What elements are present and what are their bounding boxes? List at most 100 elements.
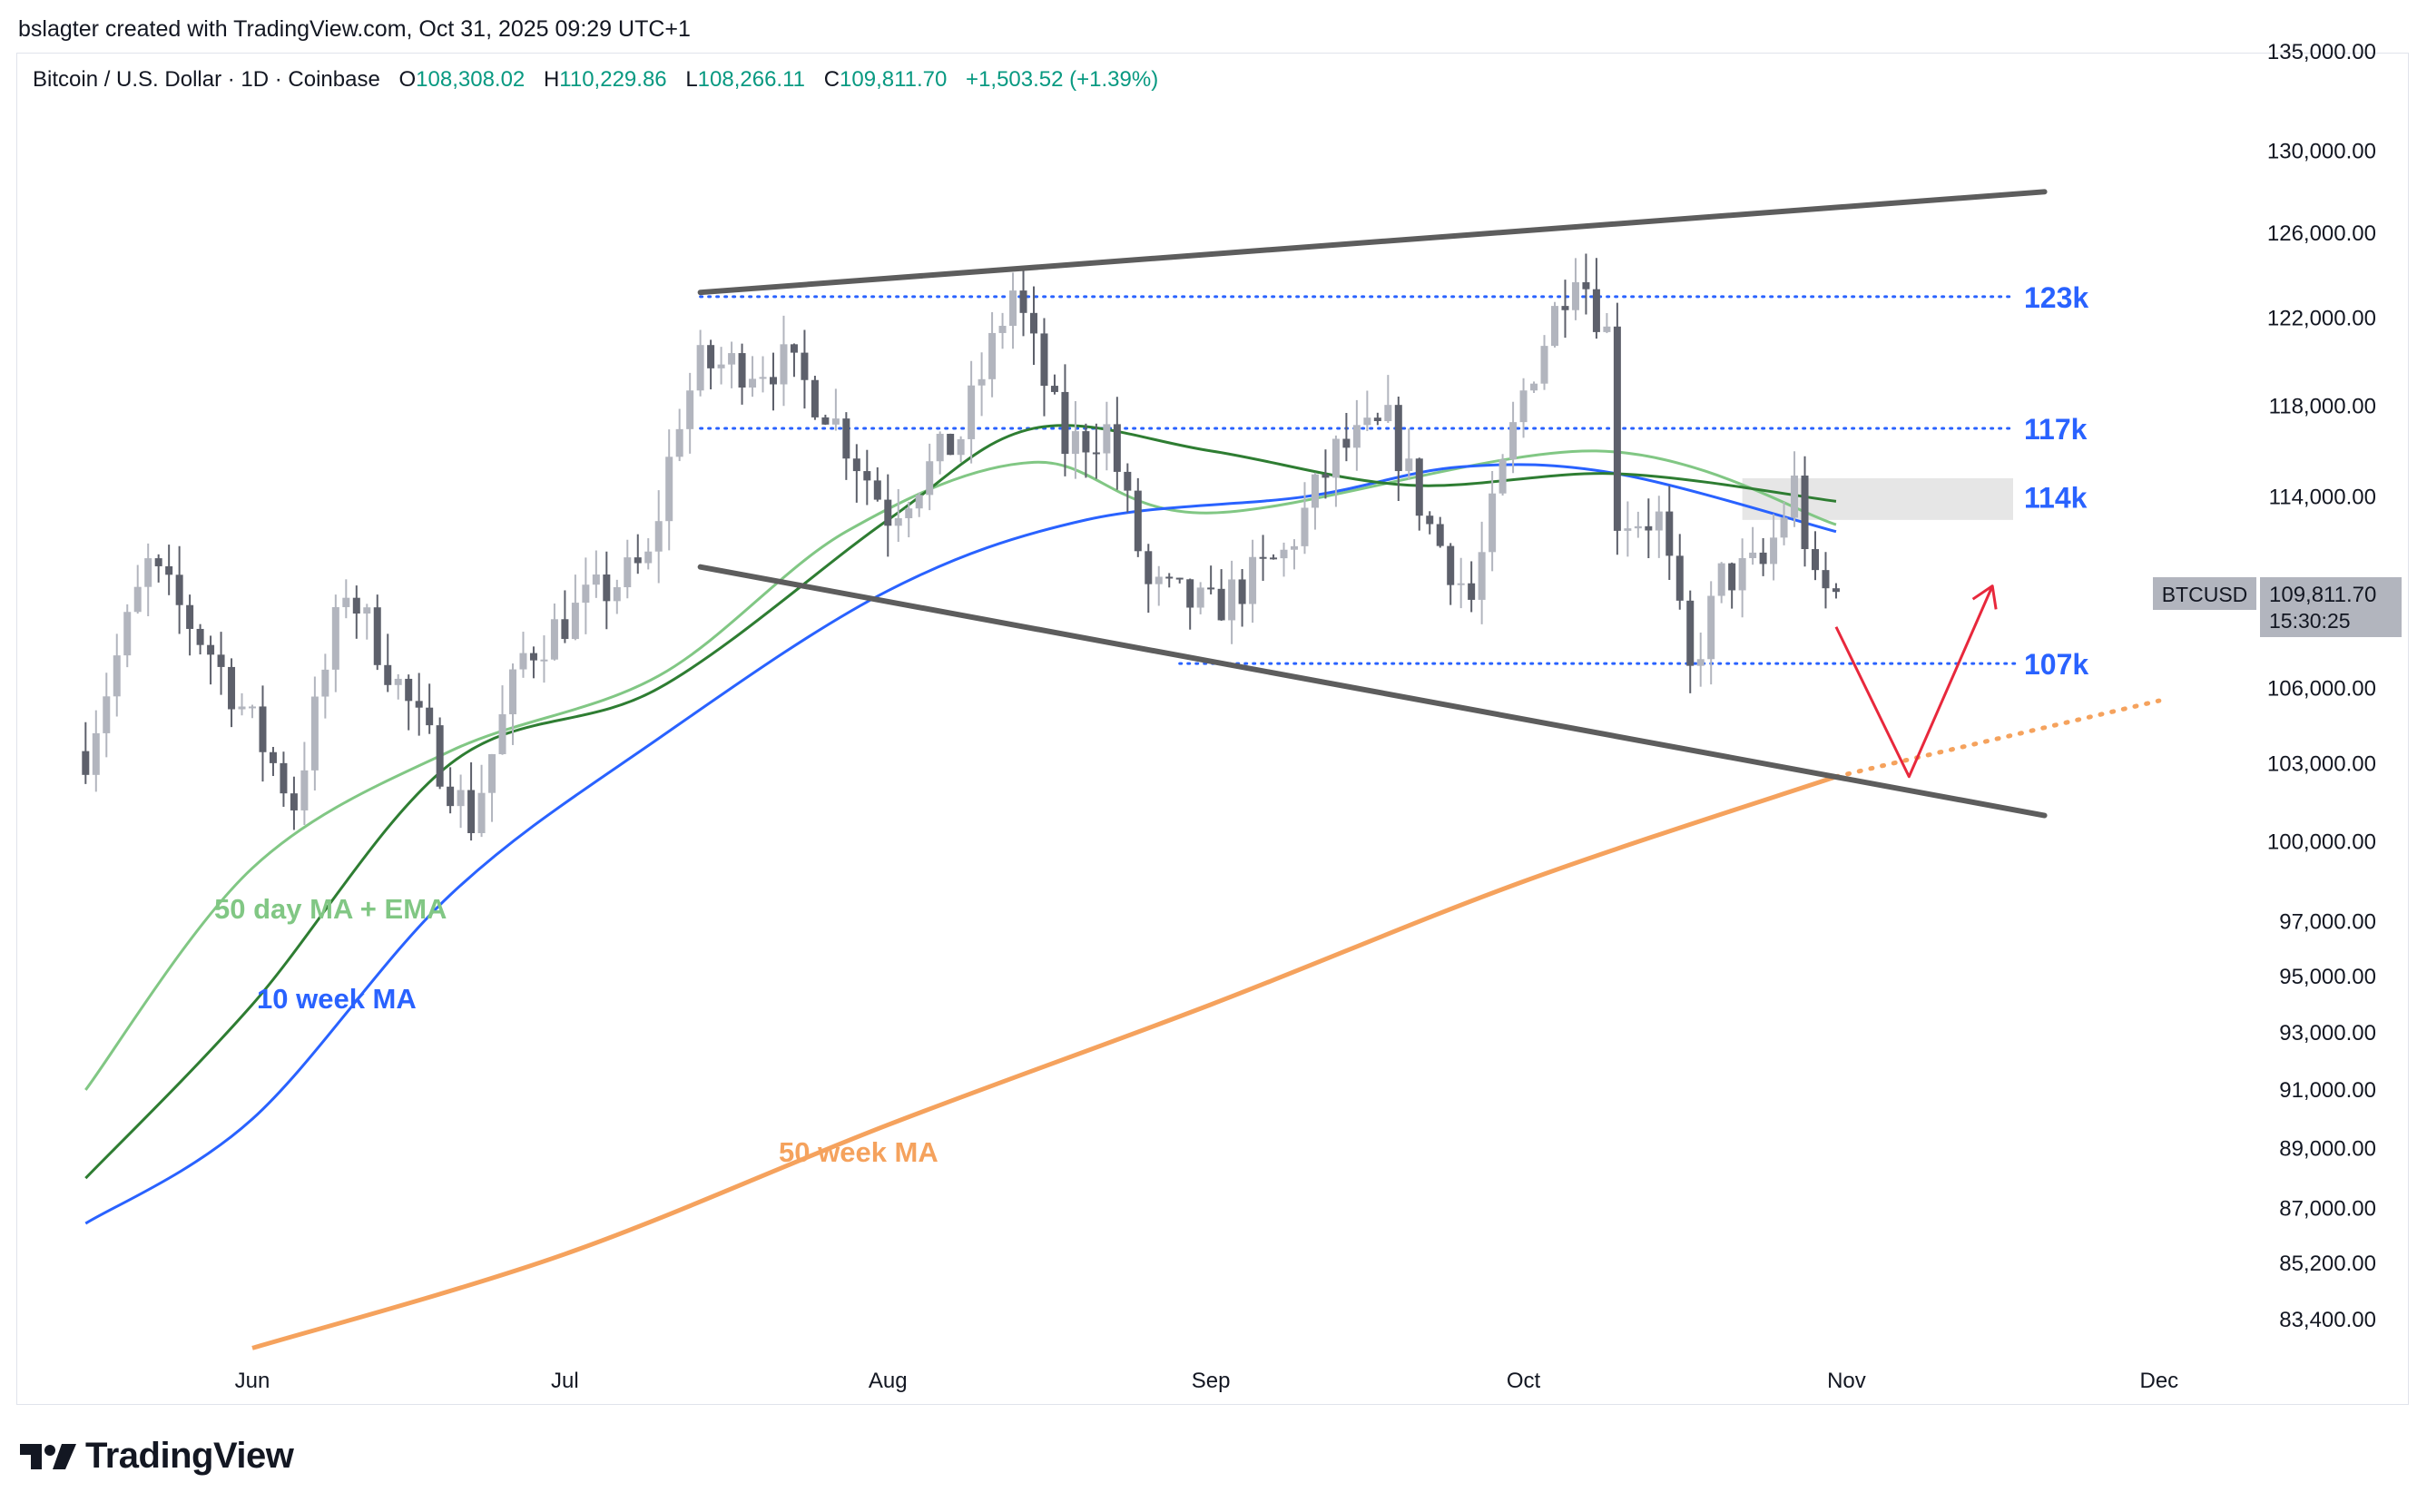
candle-body [447,786,455,807]
chart-frame [16,53,2409,1405]
candle-body [373,607,381,665]
candle-body [363,607,371,614]
symbol-name[interactable]: Bitcoin / U.S. Dollar · 1D · Coinbase [33,67,380,92]
candle-body [133,586,142,613]
candle-body [1655,511,1663,531]
candle-body [175,574,183,605]
candle-body [644,551,653,564]
candle-body [519,653,527,670]
candle-body [207,644,215,655]
candle-body [1259,556,1267,559]
channel-lines[interactable] [697,189,2048,819]
candle-body [1634,525,1642,529]
candle-body [561,619,569,640]
candle-body [1603,326,1611,332]
y-tick-label: 103,000.00 [2267,752,2376,777]
candle-body [1092,452,1100,455]
candle-body [1165,576,1174,579]
projection-arrow [1834,584,1998,779]
level-label-114k: 114k [2024,481,2088,514]
candle-body [988,332,997,379]
candle-body [707,345,715,368]
price-tag-countdown: 15:30:25 [2269,609,2351,633]
candle-body [1342,438,1351,448]
x-tick-label: Nov [1827,1369,1866,1393]
candle-body [852,458,860,472]
open-value: 108,308.02 [416,67,526,92]
candle-body [405,678,413,702]
candle-body [1675,555,1684,601]
series-label: 50 day MA + EMA [214,893,447,925]
x-tick-label: Sep [1192,1369,1231,1393]
candle-body [1759,552,1767,565]
tradingview-wordmark: TradingView [85,1436,294,1476]
candle-body [1801,476,1809,550]
candle-body [1447,545,1455,585]
projection-arrowhead [1971,584,1998,610]
candle-body [1217,588,1225,621]
candle-body [92,732,100,775]
candle-body [1613,326,1621,531]
level-label-123k: 123k [2024,281,2088,314]
candle-body [1582,281,1590,290]
candle-body [728,353,736,365]
y-tick-label: 87,000.00 [2279,1196,2376,1221]
candle-body [1331,438,1340,478]
candle-body [1352,425,1361,448]
candle-body [1436,524,1444,546]
candle-body [968,385,976,439]
candle-body [238,706,246,710]
candle-body [1009,290,1017,327]
candle-body [582,584,590,604]
candle-body [1061,391,1069,455]
candle-body [1394,405,1402,472]
candle-body [1040,333,1048,387]
candle-body [696,345,704,391]
candle-body [873,480,881,500]
level-label-117k: 117k [2024,413,2088,446]
candle-body [1175,577,1184,580]
candle-body [154,558,162,566]
candle-body [1707,595,1715,660]
candle-body [1113,424,1121,472]
candle-body [1124,471,1132,491]
ma-50-week-extension [1833,698,2162,780]
candle-body [540,659,548,662]
tradingview-logo[interactable]: TradingView [20,1436,294,1477]
candle-body [1832,588,1840,593]
x-tick-label: Jun [235,1369,270,1393]
candle-body [654,521,663,552]
candle-body [280,762,288,794]
candle-body [498,714,506,754]
x-tick-label: Dec [2139,1369,2178,1393]
price-tag-ticker: BTCUSD [2162,583,2248,606]
candle-body [1561,306,1569,310]
candle-body [603,574,611,602]
y-tick-label: 89,000.00 [2279,1136,2376,1161]
y-tick-label: 135,000.00 [2267,40,2376,64]
candle-body [331,606,339,670]
candle-body [842,418,850,459]
candle-body [426,707,434,726]
candle-body [488,753,496,793]
y-tick-label: 100,000.00 [2267,830,2376,854]
candle-body [1624,528,1632,531]
candle-body [790,344,798,353]
header-caption: bslagter created with TradingView.com, O… [18,16,691,42]
candle-body [884,499,892,526]
candle-body [1686,600,1695,666]
candle-body [1301,507,1309,546]
candle-body [1186,579,1194,608]
symbol-legend[interactable]: Bitcoin / U.S. Dollar · 1D · Coinbase O1… [33,67,1158,93]
candle-body [675,428,683,457]
candle-body [1530,383,1538,391]
candle-body [1145,551,1153,584]
ma-50-week [251,774,1837,1350]
candle-body [801,352,809,380]
tradingview-logo-icon [20,1443,76,1469]
candle-body [1468,583,1476,600]
resistance-zone [1742,478,2013,520]
price-tag-value: 109,811.70 [2269,583,2376,607]
y-tick-label: 130,000.00 [2267,139,2376,163]
